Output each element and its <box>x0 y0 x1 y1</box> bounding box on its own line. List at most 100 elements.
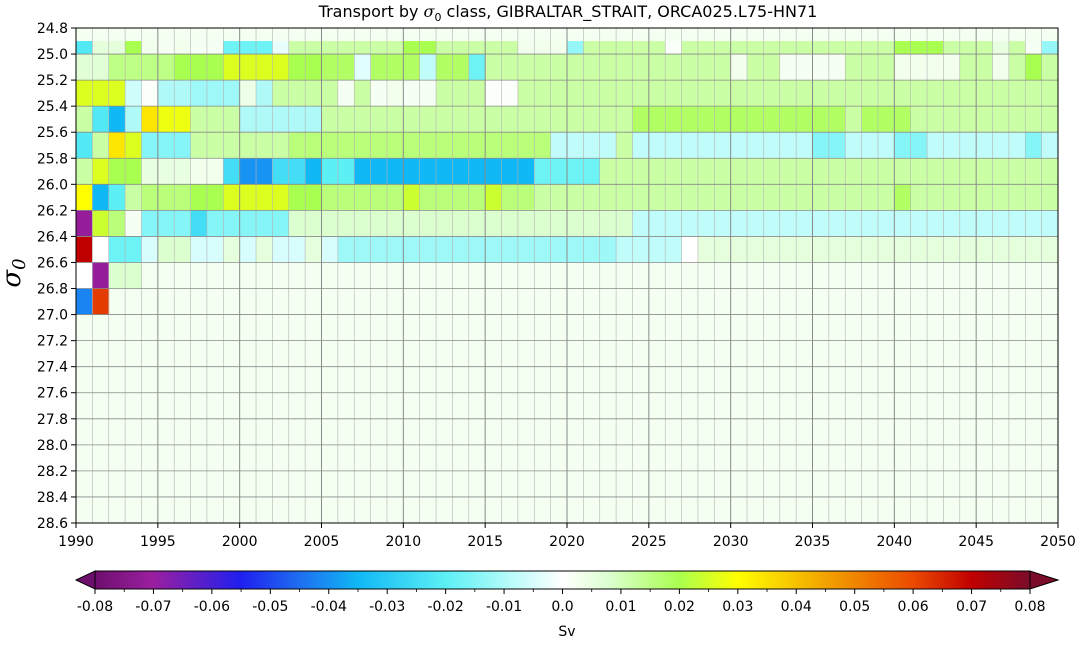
heatmap-cell <box>616 210 633 237</box>
heatmap-cell <box>730 41 748 55</box>
heatmap-cell <box>485 41 502 55</box>
heatmap-cell <box>452 80 470 107</box>
heatmap-cell <box>599 210 617 237</box>
y-tick-label: 26.0 <box>37 177 68 193</box>
heatmap-cell <box>992 41 1010 55</box>
heatmap-cell <box>665 210 682 237</box>
heatmap-cell <box>550 106 568 133</box>
heatmap-cell <box>305 41 322 55</box>
heatmap-cell <box>288 106 306 133</box>
heatmap-cell <box>599 236 617 263</box>
x-tick-label: 2005 <box>304 534 340 550</box>
heatmap-cell <box>206 41 224 55</box>
heatmap-cell <box>861 80 879 107</box>
heatmap-cell <box>1025 236 1043 263</box>
heatmap-cell <box>714 236 732 263</box>
heatmap-cell <box>501 54 519 81</box>
heatmap-cell <box>632 184 650 211</box>
heatmap-cell <box>256 54 273 81</box>
colorbar-tick-label: -0.01 <box>486 599 522 615</box>
heatmap-cell <box>1008 54 1026 81</box>
heatmap-cell <box>894 210 912 237</box>
heatmap-cell <box>861 184 879 211</box>
heatmap-cell <box>1008 236 1026 263</box>
x-tick-label: 2025 <box>631 534 667 550</box>
heatmap-cell <box>354 41 371 55</box>
heatmap-cell <box>256 41 273 55</box>
colorbar-extend-max <box>1029 570 1060 590</box>
y-tick-label: 26.2 <box>37 203 68 219</box>
heatmap-cell <box>534 184 552 211</box>
heatmap-cell <box>877 210 895 237</box>
x-tick-label: 2010 <box>386 534 422 550</box>
heatmap-cell <box>714 80 732 107</box>
heatmap-cell <box>894 184 912 211</box>
colorbar-tick-label: 0.01 <box>605 599 636 615</box>
heatmap-cell <box>1025 41 1043 55</box>
heatmap-cell <box>632 210 650 237</box>
heatmap-cell <box>288 80 306 107</box>
heatmap-cell <box>812 106 830 133</box>
heatmap-cell <box>910 41 928 55</box>
heatmap-cell <box>730 184 748 211</box>
heatmap-cell <box>747 236 764 263</box>
heatmap-cell <box>468 80 486 107</box>
heatmap-cell <box>861 106 879 133</box>
heatmap-cell <box>452 54 470 81</box>
heatmap-cell <box>763 184 781 211</box>
heatmap-cell <box>108 210 126 237</box>
heatmap-cell <box>517 184 535 211</box>
heatmap-cell <box>370 132 388 159</box>
heatmap-cell <box>648 132 666 159</box>
colorbar-gradient <box>94 570 1031 590</box>
heatmap-cell <box>599 132 617 159</box>
heatmap-cell <box>648 80 666 107</box>
heatmap-cell <box>747 106 764 133</box>
heatmap-cell <box>583 41 601 55</box>
heatmap-cell <box>206 106 224 133</box>
heatmap-cell <box>108 54 126 81</box>
heatmap-cell <box>337 236 355 263</box>
heatmap-cell <box>763 158 781 185</box>
heatmap-cell <box>567 210 584 237</box>
heatmap-cell <box>861 41 879 55</box>
heatmap-cell <box>976 54 993 81</box>
heatmap-cell <box>272 54 290 81</box>
heatmap-cell <box>681 236 699 263</box>
heatmap-cell <box>583 80 601 107</box>
heatmap-cell <box>697 132 715 159</box>
heatmap-cell <box>1008 41 1026 55</box>
heatmap-cell <box>141 236 159 263</box>
heatmap-cell <box>223 184 241 211</box>
heatmap-cell <box>599 80 617 107</box>
heatmap-cell <box>190 210 208 237</box>
heatmap-cell <box>730 236 748 263</box>
heatmap-cell <box>1025 158 1043 185</box>
heatmap-cell <box>796 80 813 107</box>
y-tick-label: 25.0 <box>37 47 68 63</box>
heatmap-cell <box>665 132 682 159</box>
colorbar-tick-label: -0.06 <box>194 599 230 615</box>
heatmap-cell <box>616 158 633 185</box>
heatmap-cell <box>567 80 584 107</box>
heatmap-cell <box>697 210 715 237</box>
heatmap-cell <box>190 41 208 55</box>
heatmap-cell <box>92 132 110 159</box>
heatmap-cell <box>190 106 208 133</box>
heatmap-cell <box>174 106 191 133</box>
y-tick-label: 27.4 <box>37 360 68 376</box>
heatmap-cell <box>927 106 944 133</box>
y-tick-label: 25.4 <box>37 99 68 115</box>
heatmap-cell <box>125 41 142 55</box>
heatmap-cell <box>76 288 93 315</box>
heatmap-cell <box>354 158 371 185</box>
heatmap-cell <box>812 158 830 185</box>
heatmap-cell <box>943 54 961 81</box>
heatmap-cell <box>76 236 93 263</box>
heatmap-cell <box>485 210 502 237</box>
heatmap-cell <box>1041 80 1059 107</box>
heatmap-cell <box>681 80 699 107</box>
heatmap-cell <box>943 236 961 263</box>
heatmap-cell <box>321 106 339 133</box>
heatmap-cell <box>747 54 764 81</box>
